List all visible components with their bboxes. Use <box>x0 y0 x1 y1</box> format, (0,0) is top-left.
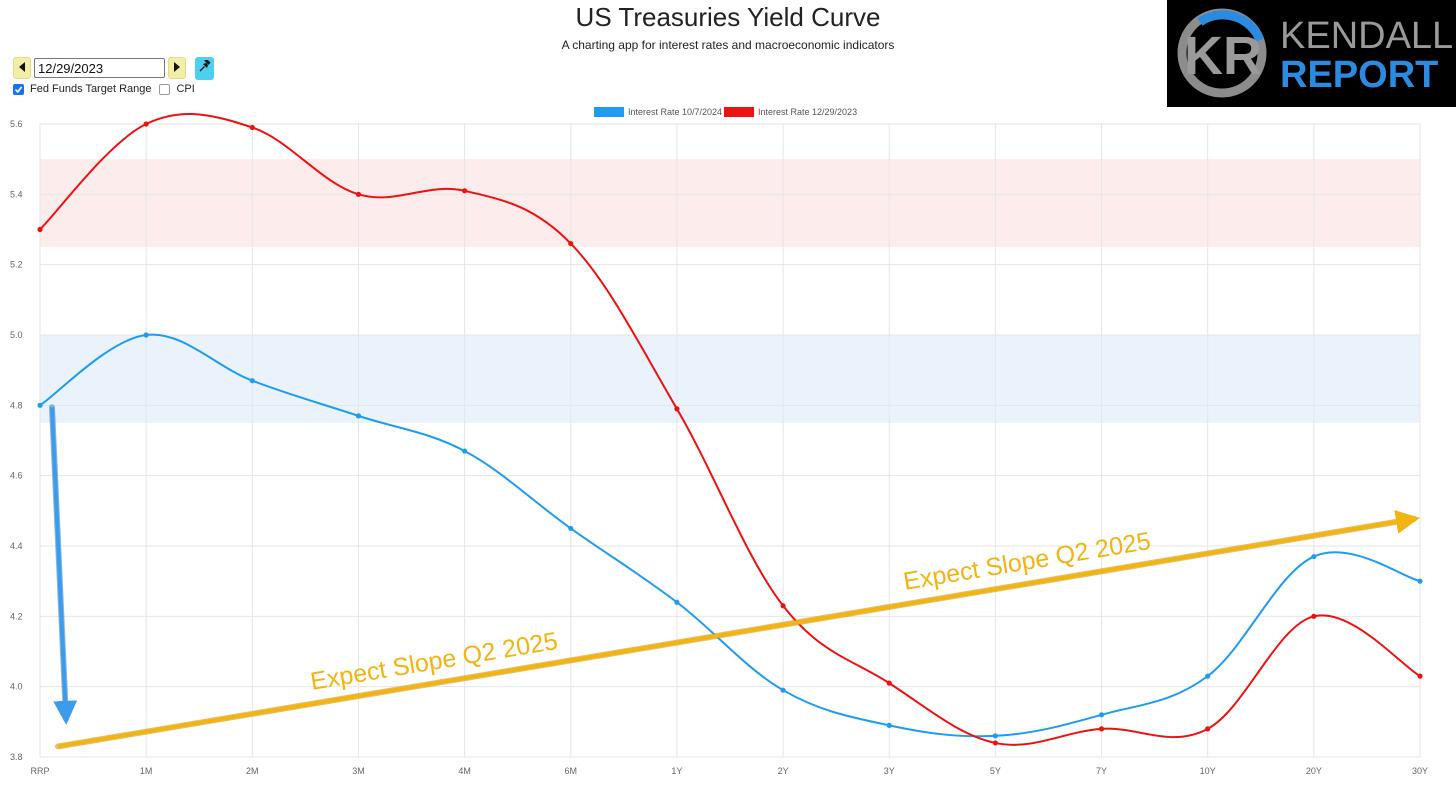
x-tick-label: 7Y <box>1096 766 1107 776</box>
data-point <box>249 124 255 131</box>
data-point <box>886 680 892 686</box>
legend-swatch-0 <box>594 107 624 117</box>
page-subtitle: A charting app for interest rates and ma… <box>561 38 895 52</box>
logo-monogram: KR <box>1184 26 1262 86</box>
data-point <box>674 406 680 412</box>
data-point <box>37 402 43 408</box>
y-tick-label: 5.6 <box>10 119 23 129</box>
data-point <box>37 226 43 233</box>
data-point <box>992 733 998 739</box>
y-tick-label: 5.0 <box>10 330 23 340</box>
data-point <box>143 121 149 127</box>
data-point <box>355 191 362 197</box>
data-point <box>1098 726 1105 732</box>
data-point <box>1098 712 1105 718</box>
y-tick-label: 4.6 <box>10 471 23 481</box>
data-point <box>780 603 786 609</box>
pushpin-icon <box>199 58 211 77</box>
y-tick-label: 4.4 <box>10 541 23 551</box>
x-tick-label: 1Y <box>671 766 682 776</box>
x-tick-label: 5Y <box>990 766 1001 776</box>
x-tick-label: 20Y <box>1306 766 1322 776</box>
page-title: US Treasuries Yield Curve <box>575 2 881 32</box>
cpi-checkbox[interactable] <box>159 83 171 95</box>
y-tick-label: 4.8 <box>10 400 23 410</box>
y-tick-label: 4.2 <box>10 611 23 621</box>
y-tick-label: 4.0 <box>10 682 23 692</box>
data-point <box>1417 673 1423 679</box>
data-point <box>886 722 892 728</box>
cpi-label: CPI <box>176 83 195 95</box>
slope-arrow <box>57 510 1420 749</box>
logo-line2: REPORT <box>1280 54 1438 96</box>
data-point <box>780 687 786 693</box>
y-tick-label: 3.8 <box>10 752 23 762</box>
caret-right-icon <box>173 59 181 77</box>
logo-line1: KENDALL <box>1280 15 1453 57</box>
data-point <box>1205 673 1211 679</box>
data-point <box>1417 578 1423 584</box>
legend-swatch-1 <box>724 107 754 117</box>
data-point <box>568 240 574 247</box>
pin-button[interactable] <box>195 56 214 80</box>
legend-label-0: Interest Rate 10/7/2024 <box>628 107 722 117</box>
y-tick-label: 5.4 <box>10 189 23 199</box>
data-point <box>143 332 149 338</box>
prev-date-button[interactable] <box>13 57 31 79</box>
kendall-report-logo: KR KENDALL REPORT <box>1167 0 1456 107</box>
drop-arrow <box>50 407 78 725</box>
y-tick-label: 5.2 <box>10 260 23 270</box>
data-point <box>992 740 998 746</box>
x-tick-label: 30Y <box>1412 766 1428 776</box>
data-point <box>674 599 680 605</box>
data-point <box>1311 553 1317 560</box>
overlay-checkboxes: Fed Funds Target Range CPI <box>13 83 203 95</box>
date-controls <box>13 56 214 80</box>
yield-curve-chart: 3.8 4.0 4.2 4.4 4.6 4.8 5.0 5.2 5.4 5.6 RRP 1M 2M 3M 4… <box>10 107 1428 776</box>
x-tick-label: 6M <box>565 766 578 776</box>
x-tick-label: 10Y <box>1200 766 1216 776</box>
data-point <box>568 525 574 532</box>
fed-funds-checkbox[interactable] <box>13 83 24 95</box>
x-tick-label: 3Y <box>884 766 895 776</box>
x-tick-label: 4M <box>458 766 471 776</box>
data-point <box>355 413 362 419</box>
range-band-1 <box>40 335 1420 423</box>
caret-left-icon <box>18 59 26 77</box>
x-tick-label: 2Y <box>778 766 789 776</box>
fed-funds-label: Fed Funds Target Range <box>30 83 152 95</box>
data-point <box>462 188 468 194</box>
x-tick-label: 1M <box>140 766 153 776</box>
x-tick-label: 2M <box>246 766 259 776</box>
data-point <box>1205 726 1211 732</box>
date-input[interactable] <box>34 58 165 78</box>
legend-label-1: Interest Rate 12/29/2023 <box>758 107 857 117</box>
next-date-button[interactable] <box>168 57 186 79</box>
x-tick-label: 3M <box>352 766 365 776</box>
data-point <box>249 378 255 384</box>
x-tick-label: RRP <box>30 766 49 776</box>
series-line-1 <box>39 113 1421 746</box>
data-point <box>462 448 468 454</box>
range-band-0 <box>40 159 1420 248</box>
data-point <box>1311 613 1317 619</box>
